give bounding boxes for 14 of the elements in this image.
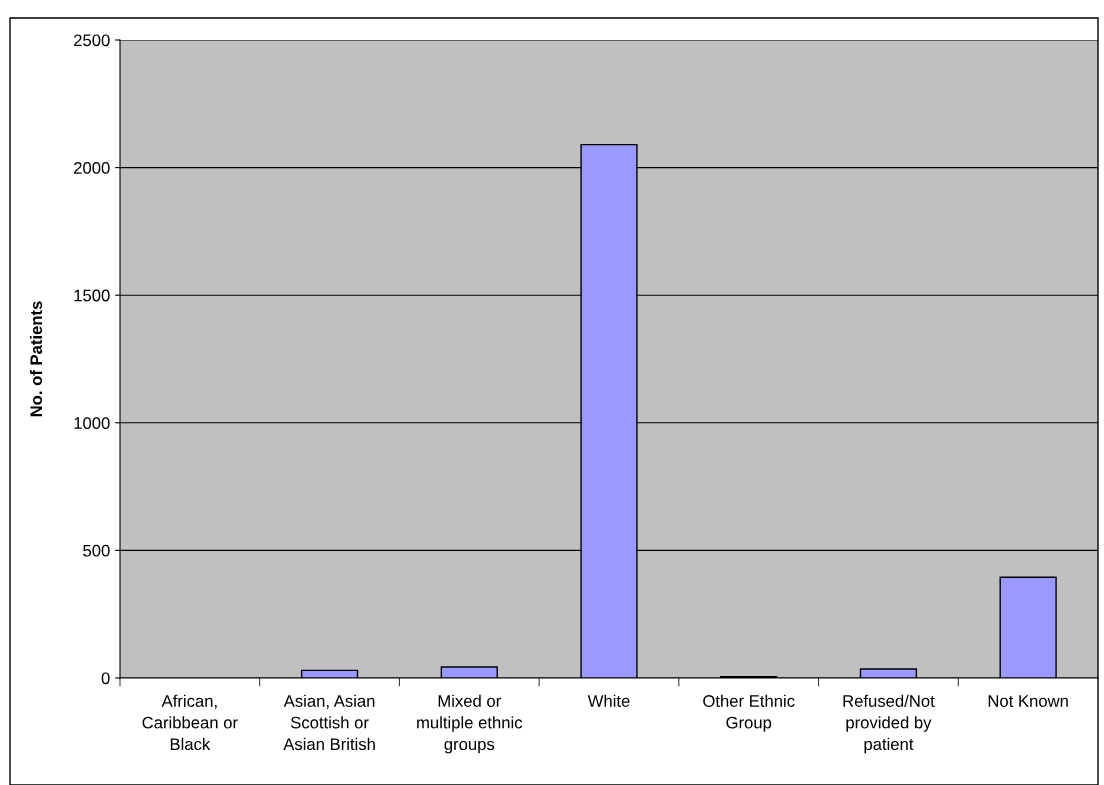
x-tick-label: Other Ethnic Group <box>703 694 795 732</box>
x-tick-label: Asian, Asian Scottish or Asian British <box>283 694 375 751</box>
y-tick-label: 0 <box>101 672 110 685</box>
x-tick-label: Not Known <box>988 695 1068 707</box>
x-tick-label: Mixed or multiple ethnic groups <box>417 694 523 754</box>
x-tick-label: White <box>587 694 630 707</box>
y-tick-label: 500 <box>83 544 110 557</box>
y-tick-label: 1500 <box>74 289 110 302</box>
y-tick-label: 2500 <box>74 34 110 47</box>
y-axis-title: No. of Patients <box>29 301 43 417</box>
y-tick-label: 2000 <box>74 162 110 174</box>
y-tick-label: 1000 <box>74 417 110 429</box>
x-tick-label: Refused/Not provided by patient <box>843 694 935 754</box>
x-tick-label: African, Caribbean or Black <box>142 694 238 751</box>
